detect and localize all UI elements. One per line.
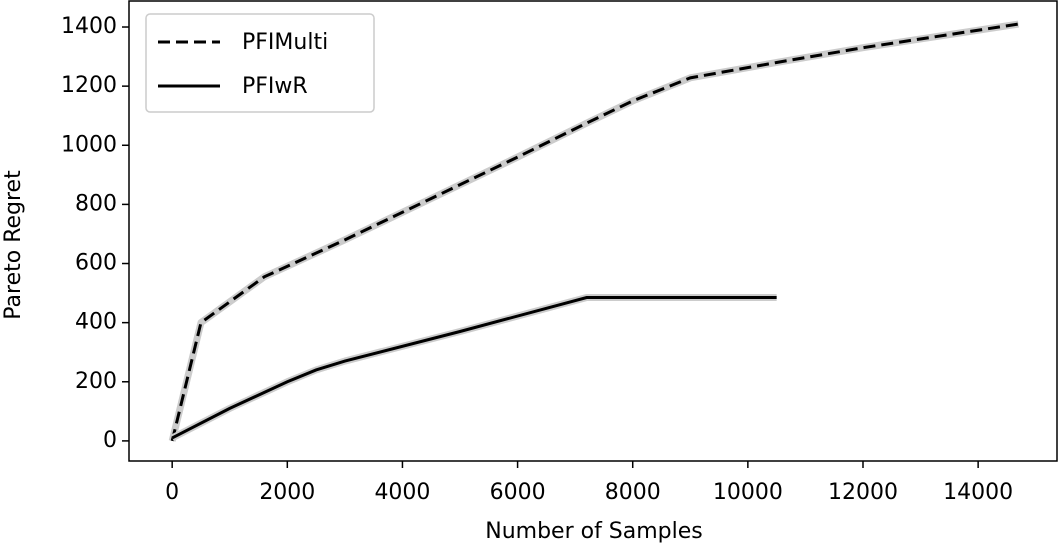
x-tick-label: 12000 — [828, 480, 898, 505]
x-tick-label: 4000 — [374, 480, 430, 505]
series-halo — [170, 294, 777, 442]
x-tick-label: 6000 — [490, 480, 546, 505]
y-tick-label: 400 — [75, 310, 117, 335]
y-tick-label: 0 — [103, 428, 117, 453]
y-tick-label: 1200 — [61, 73, 117, 98]
legend-label: PFIMulti — [242, 30, 328, 55]
y-axis-label: Pareto Regret — [1, 170, 26, 320]
series-line — [170, 22, 1019, 442]
x-tick-label: 2000 — [259, 480, 315, 505]
x-tick-label: 8000 — [605, 480, 661, 505]
x-tick-label: 0 — [165, 480, 179, 505]
y-tick-label: 800 — [75, 191, 117, 216]
y-tick-label: 1400 — [61, 14, 117, 39]
legend-label: PFIwR — [242, 74, 308, 99]
y-tick-label: 600 — [75, 251, 117, 276]
series-line — [171, 296, 777, 440]
plot-frame — [128, 0, 1058, 462]
y-tick-label: 1000 — [61, 132, 117, 157]
y-tick-label: 200 — [75, 369, 117, 394]
x-axis-label: Number of Samples — [485, 519, 703, 544]
x-tick-label: 10000 — [713, 480, 783, 505]
x-tick-label: 14000 — [943, 480, 1013, 505]
